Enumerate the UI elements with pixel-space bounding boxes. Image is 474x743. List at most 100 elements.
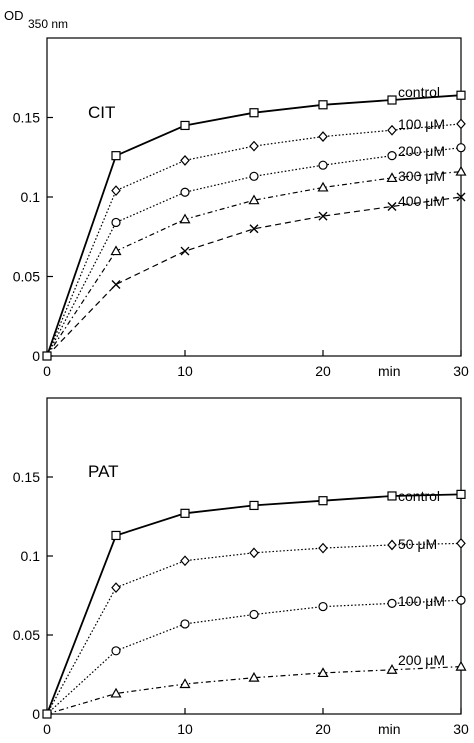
data-point [111,279,121,289]
series-line [46,542,462,715]
y-axis-label: OD [4,8,24,23]
data-point [456,143,466,153]
y-tick-label: 0.05 [13,627,40,643]
data-point [180,120,190,131]
data-point [317,667,329,678]
origin-point [42,351,52,361]
data-point [180,508,190,518]
series-400-um: 400 μM [46,192,466,357]
series-100-um: 100 μM [46,593,466,715]
series-line [46,196,462,357]
data-point [249,140,259,152]
series-label: 400 μM [398,193,445,209]
data-point [456,595,466,605]
series-200-um: 200 μM [46,143,466,357]
y-tick-label: 0.15 [13,469,40,485]
data-point [249,171,259,181]
data-point [386,172,398,183]
data-point [249,108,259,118]
data-point [456,90,466,100]
data-point [110,245,122,256]
data-point [180,246,190,256]
data-point [387,95,397,105]
y-tick-label: 0.1 [21,189,41,205]
x-axis-unit: min [378,363,401,379]
data-point [387,539,397,551]
data-point [387,151,397,161]
data-point [318,601,328,612]
y-tick-label: 0.15 [13,110,40,126]
x-tick-label: 20 [315,721,331,737]
data-point [318,542,328,554]
x-tick-label: 30 [453,363,469,379]
data-point [456,192,466,202]
data-point [110,687,122,698]
data-point [248,671,260,682]
data-point [249,609,259,620]
data-point [318,131,328,142]
data-point [387,124,397,136]
data-point [111,582,121,594]
origin-point [42,709,52,719]
data-point [180,619,190,629]
data-point [456,537,466,549]
data-point [456,489,466,499]
series-label: 200 μM [398,143,445,159]
data-point [387,491,397,501]
series-label: control [398,84,440,100]
y-tick-label: 0.05 [13,269,40,285]
data-point [318,100,328,110]
data-point [456,118,466,130]
series-100-um: 100 μM [46,116,466,357]
data-point [386,664,398,674]
data-point [180,187,190,197]
data-point [111,217,121,228]
series-label: 50 μM [398,536,437,552]
series-control: control [46,84,466,357]
data-point [387,598,397,609]
data-point [318,496,328,506]
pat-chart: PAT 0 0.05 0.1 0.15 0 10 20 30 min control 50 μM 100… [13,397,469,737]
data-point [318,211,328,221]
series-label: 100 μM [398,593,445,609]
x-tick-label: 0 [43,721,51,737]
data-point [317,181,329,192]
data-point [111,185,121,197]
cit-chart: CIT 0 0.05 0.1 0.15 0 10 20 30 min control 100 μM 20… [13,37,469,379]
series-control: control [46,488,466,715]
data-point [387,202,397,212]
x-tick-label: 0 [43,363,51,379]
series-label: 300 μM [398,168,445,184]
data-point [111,646,121,656]
x-tick-label: 30 [453,721,469,737]
x-tick-label: 20 [315,363,331,379]
data-point [179,213,191,224]
series-label: 100 μM [398,116,445,132]
x-tick-label: 10 [177,721,193,737]
chart-title: PAT [88,462,119,481]
x-tick-label: 10 [177,363,193,379]
data-point [180,555,190,567]
series-line [46,94,462,357]
data-point [318,160,328,170]
y-tick-label: 0.1 [21,548,41,564]
data-point [111,530,121,541]
chart-title: CIT [88,103,115,122]
series-50-um: 50 μM [46,536,466,715]
y-axis-label-subscript: 350 nm [28,17,68,31]
data-point [249,547,259,559]
series-label: control [398,488,440,504]
data-point [179,678,191,689]
data-point [249,224,259,234]
series-label: 200 μM [398,652,445,668]
data-point [249,500,259,511]
series-300-um: 300 μM [46,165,467,357]
data-point [455,660,467,671]
data-point [180,155,190,166]
y-tick-label: 0 [32,706,40,722]
y-tick-label: 0 [32,348,40,364]
data-point [248,194,260,205]
data-point [455,165,467,176]
series-200-um: 200 μM [46,652,467,715]
